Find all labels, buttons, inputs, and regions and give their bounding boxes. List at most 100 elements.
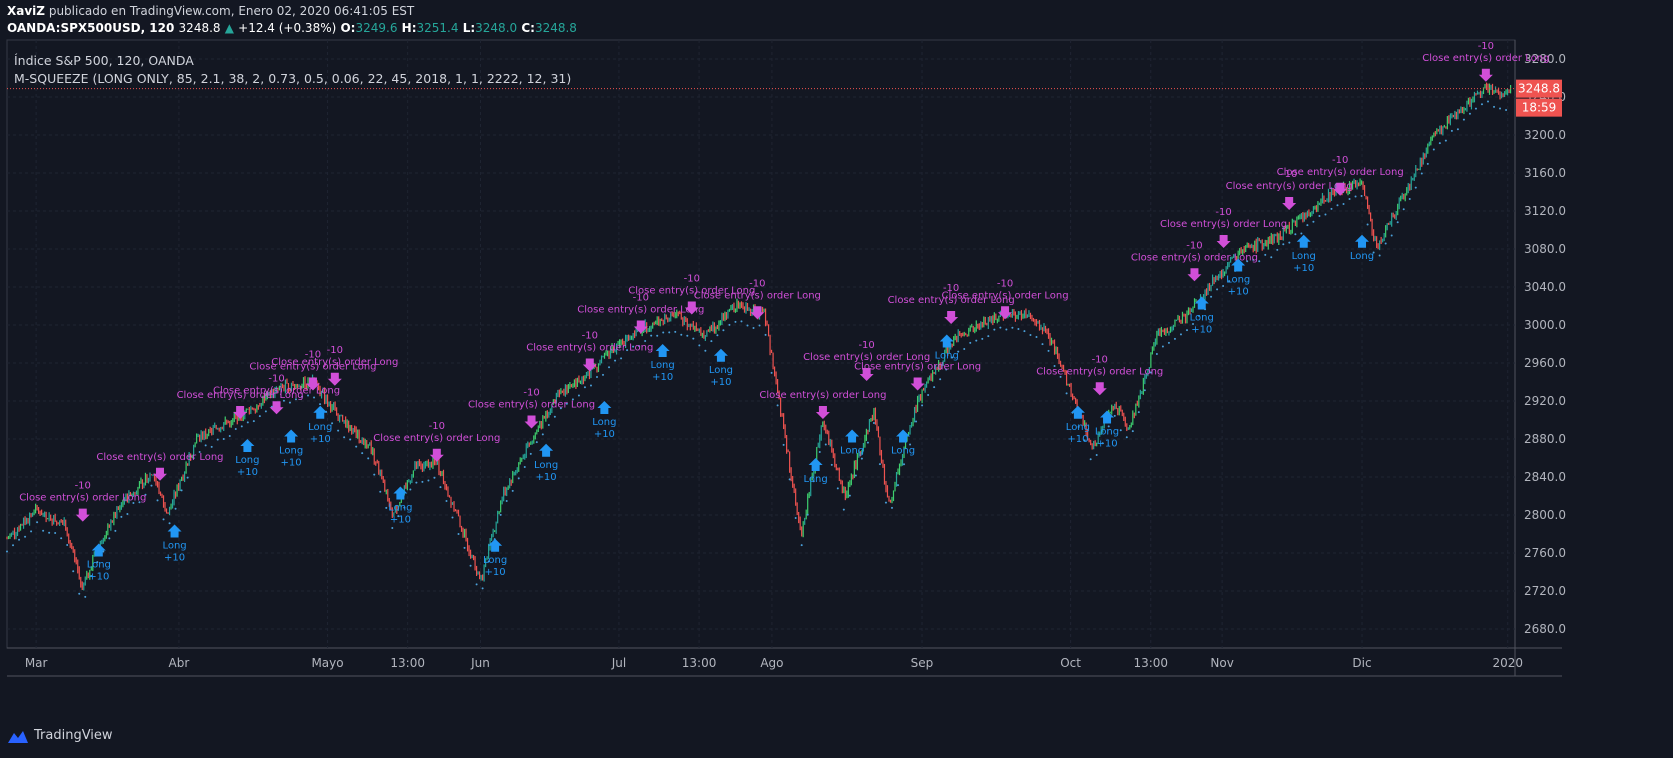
candles [6,82,1512,591]
close-arrow-down-icon [1187,268,1202,282]
signal-dot [1426,162,1429,165]
open-label: O: [340,21,356,35]
long-signal-text: Long [483,555,507,566]
signal-dot [30,530,33,533]
signal-dot [313,396,316,399]
plot-frame [6,39,1516,649]
signal-dot [156,499,159,502]
close-arrow-down-icon [1333,182,1348,196]
signal-dot [421,480,424,483]
close-arrow-down-icon [1216,235,1231,248]
signal-dot [1306,224,1309,227]
close-signal-qty: -10 [305,350,321,361]
signal-dot [391,526,394,529]
signal-dot [602,373,605,376]
close-signal-text: Close entry(s) order Long [1131,252,1258,263]
long-signal-qty: +10 [485,567,506,578]
signal-dot [1137,411,1140,414]
long-signal-qty: +10 [710,377,731,388]
signal-dot [1083,439,1086,442]
indicator-label[interactable]: M-SQUEEZE (LONG ONLY, 85, 2.1, 38, 2, 0.… [14,71,572,86]
signal-dot [716,334,719,337]
signal-dot [734,320,737,323]
signal-dot [373,473,376,476]
signal-dot [126,512,129,515]
signal-dot [349,438,352,441]
close-signal-text: Close entry(s) order Long [1422,53,1549,64]
close-arrow-down-icon [1282,197,1297,210]
signal-dot [144,493,147,496]
long-arrow-up-icon [1070,405,1085,419]
y-tick-label: 3280.0 [1524,52,1566,66]
low-label: L: [462,21,476,35]
author-name[interactable]: XaviZ [7,4,45,18]
long-signal-text: Long [1292,251,1316,262]
signal-dot [951,356,954,359]
chart-legend: Índice S&P 500, 120, OANDA M-SQUEEZE (LO… [14,52,571,88]
signal-dot [854,474,857,477]
signal-dot [969,341,972,344]
long-arrow-up-icon [597,401,612,414]
signal-dot [1179,333,1182,336]
x-tick-label: 13:00 [390,656,425,670]
signal-dot [818,451,821,454]
long-arrow-up-icon [939,334,954,348]
signal-dot [216,438,219,441]
signal-dot [1390,234,1393,237]
signal-dot [337,429,340,432]
signal-dot [999,326,1002,329]
signal-dot [1276,248,1279,251]
signal-dot [939,378,942,381]
signal-dot [469,564,472,567]
signal-dot [866,441,869,444]
signal-dot [1011,326,1014,329]
close-signal-text: Close entry(s) order Long [271,357,398,368]
signal-dot [1222,285,1225,288]
signal-dot [1119,429,1122,432]
long-arrow-up-icon [1355,234,1370,248]
close-signal-text: Close entry(s) order Long [1036,366,1163,377]
signal-dot [102,550,105,553]
signal-dot [294,398,297,401]
signal-dot [1493,105,1496,108]
long-arrow-up-icon [1231,258,1246,272]
long-arrow-up-icon [488,538,503,552]
close-signal-qty: -10 [1478,41,1494,52]
long-signal-text: Long [1066,422,1090,433]
long-signal-text: Long [87,560,111,571]
x-tick-label: Jul [611,656,626,670]
signal-dot [415,481,418,484]
long-arrow-up-icon [240,439,255,452]
signal-dot [686,334,689,337]
signal-dot [198,450,201,453]
close-signal-text: Close entry(s) order Long [19,493,146,504]
signal-dot [1288,241,1291,244]
long-signal-text: Long [709,365,733,376]
signal-dot [1167,341,1170,344]
signal-dot [1366,223,1369,226]
last-price: 3248.8 [178,21,221,35]
close-signal-text: Close entry(s) order Long [1160,219,1287,230]
signal-dot [1312,220,1315,223]
signal-dot [48,531,51,534]
close-arrow-down-icon [75,508,90,522]
signal-dot [487,560,490,563]
long-arrow-up-icon [167,524,182,538]
long-signal-text: Long [308,422,332,433]
signal-dot [1041,343,1044,346]
signal-dot [1360,194,1363,197]
signal-dot [987,335,990,338]
close-signal-text: Close entry(s) order Long [177,390,304,401]
signal-dot [1149,371,1152,374]
signal-dot [903,463,906,466]
x-tick-label: Oct [1060,656,1081,670]
signal-dot [872,422,875,425]
close-signal-text: Close entry(s) order Long [373,433,500,444]
signal-dot [758,324,761,327]
instrument-title: Índice S&P 500, 120, OANDA [14,53,194,68]
signal-dot [957,350,960,353]
close-signal-text: Close entry(s) order Long [888,295,1015,306]
long-signal-qty: +10 [1067,434,1088,445]
signal-dot [1336,204,1339,207]
